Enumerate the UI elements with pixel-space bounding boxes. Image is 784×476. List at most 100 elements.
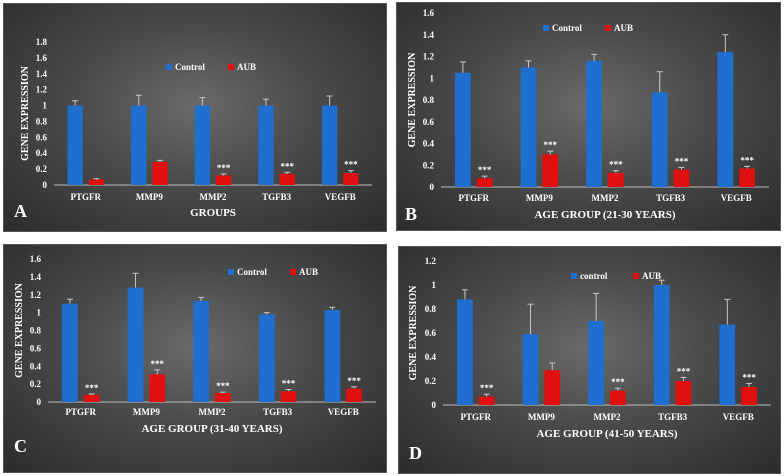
bar-control (258, 314, 275, 402)
x-tick-label: VEGFB (721, 193, 752, 203)
x-axis-label: AGE GROUP (31-40 YEARS) (141, 423, 282, 435)
chart-svg-a: 0 0.2 0.4 0.6 0.8 1 1.2 1.4 1.6 1.8 GENE EXPRESSIO… (14, 37, 372, 221)
y-tick-label: 0.6 (30, 343, 42, 353)
bar-control (588, 321, 604, 405)
legend-label-control: Control (237, 267, 267, 277)
bar-aub (542, 154, 559, 187)
y-axis-label: GENE EXPRESSION (20, 65, 31, 161)
y-tick-label: 1.6 (423, 8, 435, 18)
significance-label: *** (347, 376, 361, 386)
x-tick-label: PTGFR (66, 407, 97, 417)
y-axis-label: GENE EXPRESSION (14, 282, 25, 378)
bar-aub (343, 173, 359, 185)
x-tick-label: TGFB3 (262, 192, 292, 202)
significance-label: *** (344, 160, 358, 170)
bar-aub (346, 388, 362, 402)
legend-swatch-aub (228, 64, 234, 70)
x-tick-label: MMP9 (133, 407, 160, 417)
x-axis-label: GROUPS (190, 207, 236, 219)
bar-aub (280, 391, 297, 402)
bar-aub (673, 169, 690, 187)
y-tick-label: 0.4 (425, 352, 437, 362)
significance-label: *** (85, 383, 99, 393)
bar-aub (216, 175, 232, 185)
x-tick-label: PTGFR (71, 192, 102, 202)
x-tick-label: MMP9 (528, 412, 555, 422)
bar-control (520, 67, 537, 187)
x-tick-label: VEGFB (325, 192, 356, 202)
chart-panel-d: 0 0.2 0.4 0.6 0.8 1 1.2 GENE EXPRESSION *** PTGFR… (398, 246, 781, 474)
y-tick-label: 0.8 (423, 95, 435, 105)
significance-label: *** (609, 160, 623, 170)
y-tick-label: 1.6 (30, 254, 42, 264)
legend-swatch-control (543, 25, 549, 31)
chart-svg-d: 0 0.2 0.4 0.6 0.8 1 1.2 GENE EXPRESSION *** PTGFR… (408, 256, 771, 463)
y-tick-label: 0.2 (425, 376, 437, 386)
legend-label-aub: AUB (642, 271, 661, 281)
x-tick-label: PTGFR (459, 193, 490, 203)
x-tick-label: MMP2 (592, 193, 619, 203)
bar-aub (149, 374, 166, 402)
x-tick-label: TGFB3 (658, 412, 688, 422)
significance-label: *** (544, 140, 558, 150)
legend-label-aub: AUB (237, 62, 256, 72)
y-tick-label: 1.4 (30, 272, 42, 282)
x-tick-label: VEGFB (328, 407, 359, 417)
legend-swatch-control (571, 273, 577, 279)
legend: Control AUB (166, 62, 256, 72)
legend-label-aub: AUB (299, 267, 318, 277)
y-tick-label: 1.4 (36, 69, 48, 79)
x-tick-label: MMP2 (199, 407, 226, 417)
panel-letter: A (14, 201, 27, 221)
x-tick-label: MMP9 (136, 192, 163, 202)
y-tick-label: 1.2 (30, 290, 42, 300)
bar-control (194, 105, 210, 185)
y-tick-label: 0.8 (36, 116, 48, 126)
legend: control AUB (571, 271, 661, 281)
chart-panel-c: 0 0.2 0.4 0.6 0.8 1 1.2 1.4 1.6 GENE EXPRESSION **… (3, 244, 387, 473)
y-tick-label: 1.6 (36, 53, 48, 63)
y-tick-label: 0 (430, 182, 435, 192)
x-axis-label: AGE GROUP (21-30 YEARS) (534, 209, 675, 221)
y-tick-label: 0.6 (425, 328, 437, 338)
bar-control (717, 52, 734, 188)
y-tick-label: 0.8 (30, 326, 42, 336)
x-tick-label: PTGFR (461, 412, 492, 422)
y-tick-label: 1 (432, 280, 437, 290)
y-tick-label: 1.8 (36, 37, 48, 47)
y-tick-label: 0.6 (36, 132, 48, 142)
bar-aub (478, 396, 495, 405)
x-tick-label: MMP2 (200, 192, 227, 202)
y-tick-label: 1 (43, 101, 48, 111)
bar-control (127, 287, 144, 402)
significance-label: *** (282, 378, 296, 388)
bar-aub (279, 173, 295, 185)
y-tick-label: 0.2 (30, 379, 42, 389)
y-tick-label: 0.6 (423, 117, 435, 127)
bar-control (67, 105, 83, 185)
panel-letter: D (409, 443, 422, 463)
y-tick-label: 0.4 (36, 148, 48, 158)
chart-panel-a: 0 0.2 0.4 0.6 0.8 1 1.2 1.4 1.6 1.8 GENE EXPRESSIO… (3, 3, 387, 232)
legend-swatch-control (228, 269, 234, 275)
bar-control (258, 105, 274, 185)
bar-control (719, 324, 736, 405)
y-tick-label: 0 (43, 180, 48, 190)
significance-label: *** (216, 381, 230, 391)
bar-control (653, 285, 670, 405)
chart-panel-b: 0 0.2 0.4 0.6 0.8 1 1.2 1.4 1.6 GENE EXPRESSION **… (396, 2, 781, 231)
bar-aub (215, 393, 231, 402)
y-tick-label: 0.4 (30, 361, 42, 371)
y-tick-label: 0 (432, 400, 437, 410)
bar-aub (739, 168, 755, 187)
y-tick-label: 1.2 (425, 256, 437, 266)
bar-aub (152, 161, 168, 185)
legend-swatch-aub (605, 25, 611, 31)
significance-label: *** (480, 383, 494, 393)
y-tick-label: 1 (37, 308, 42, 318)
bar-control (457, 299, 473, 405)
bar-control (131, 105, 147, 185)
legend-label-control: Control (552, 23, 582, 33)
significance-label: *** (151, 359, 165, 369)
significance-label: *** (611, 377, 625, 387)
